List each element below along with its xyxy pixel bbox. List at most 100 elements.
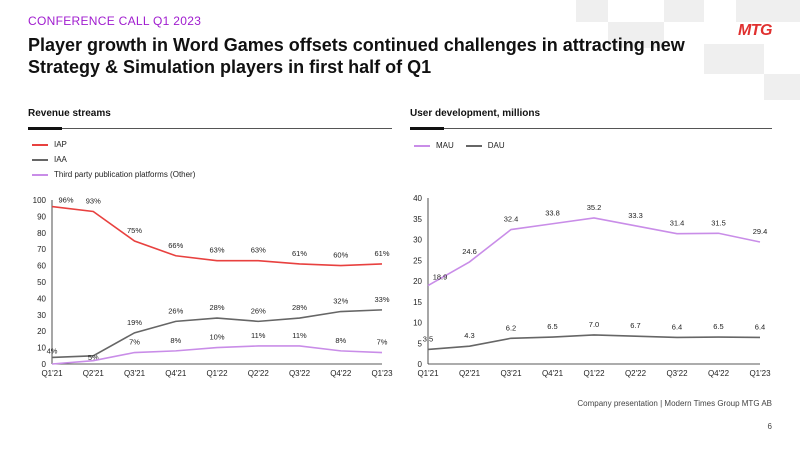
y-tick-label: 0 [418, 360, 423, 369]
right-panel-title: User development, millions [410, 108, 541, 119]
data-label: 33.8 [545, 209, 560, 218]
data-label: 6.5 [713, 322, 723, 331]
y-tick-label: 0 [42, 360, 47, 369]
y-tick-label: 100 [33, 196, 47, 205]
data-label: 31.5 [711, 218, 726, 227]
data-label: 6.2 [506, 323, 516, 332]
data-label: 66% [168, 241, 183, 250]
data-label: 8% [170, 336, 181, 345]
data-label: 29.4 [753, 227, 768, 236]
data-label: 33% [374, 295, 389, 304]
y-tick-label: 90 [37, 212, 46, 221]
data-label: 18.9 [433, 273, 448, 282]
y-tick-label: 60 [37, 262, 46, 271]
decor-block [608, 22, 664, 48]
legend-label-iaa: IAA [54, 155, 67, 164]
legend-item-mau: MAU [414, 141, 454, 150]
right-panel-rule [410, 128, 772, 129]
x-tick-label: Q1'21 [417, 369, 439, 378]
iap-swatch [32, 143, 48, 146]
data-label: 60% [333, 251, 348, 260]
y-tick-label: 40 [37, 294, 46, 303]
page-title: Player growth in Word Games offsets cont… [28, 35, 685, 77]
revenue-legend: IAP IAA Third party publication platform… [32, 140, 195, 185]
decor-block [664, 0, 704, 22]
decor-block [576, 0, 608, 22]
x-tick-label: Q2'21 [83, 369, 105, 378]
left-panel-rule-accent [28, 127, 62, 130]
data-label: 28% [209, 303, 224, 312]
data-label: 7% [377, 338, 388, 347]
legend-label-dau: DAU [487, 141, 505, 150]
other-swatch [32, 173, 48, 176]
y-tick-label: 20 [413, 277, 422, 286]
y-tick-label: 35 [413, 215, 422, 224]
conference-kicker: CONFERENCE CALL Q1 2023 [28, 14, 202, 28]
data-label: 63% [209, 246, 224, 255]
right-panel-rule-accent [410, 127, 444, 130]
left-panel-title: Revenue streams [28, 108, 111, 119]
data-label: 10% [209, 333, 224, 342]
y-tick-label: 80 [37, 229, 46, 238]
legend-item-dau: DAU [465, 141, 505, 150]
x-tick-label: Q3'21 [124, 369, 146, 378]
x-tick-label: Q4'21 [165, 369, 187, 378]
data-label: 7% [129, 338, 140, 347]
x-tick-label: Q3'22 [666, 369, 688, 378]
x-tick-label: Q1'23 [749, 369, 771, 378]
data-label: 61% [292, 249, 307, 258]
series-line-iaa [51, 309, 383, 359]
y-tick-label: 25 [413, 256, 422, 265]
data-label: 61% [374, 249, 389, 258]
data-label: 24.6 [462, 247, 477, 256]
data-label: 28% [292, 303, 307, 312]
data-label: 32.4 [504, 215, 519, 224]
mau-swatch [414, 144, 430, 147]
decor-block [704, 44, 764, 74]
data-label: 11% [292, 331, 307, 340]
data-label: 7.0 [589, 320, 599, 329]
decor-block [736, 0, 800, 22]
x-tick-label: Q2'21 [459, 369, 481, 378]
data-label: 96% [58, 196, 73, 205]
series-line-dau [427, 334, 761, 351]
x-tick-label: Q1'22 [583, 369, 605, 378]
y-tick-label: 15 [413, 298, 422, 307]
x-tick-label: Q2'22 [248, 369, 270, 378]
y-tick-label: 40 [413, 194, 422, 203]
x-tick-label: Q3'21 [500, 369, 522, 378]
legend-item-other: Third party publication platforms (Other… [32, 170, 195, 179]
y-tick-label: 20 [37, 327, 46, 336]
x-tick-label: Q2'22 [625, 369, 647, 378]
decor-block [764, 74, 800, 100]
data-label: 26% [168, 306, 183, 315]
y-tick-label: 50 [37, 278, 46, 287]
x-tick-label: Q1'22 [206, 369, 228, 378]
page-number: 6 [767, 422, 772, 431]
legend-label-other: Third party publication platforms (Other… [54, 170, 196, 179]
footer-text: Company presentation | Modern Times Grou… [577, 399, 772, 408]
data-label: 3.5 [423, 334, 433, 343]
user-legend: MAU DAU [414, 141, 517, 150]
y-tick-label: 5 [418, 339, 423, 348]
data-label: 33.3 [628, 211, 643, 220]
y-tick-label: 10 [37, 344, 46, 353]
data-label: 35.2 [587, 203, 602, 212]
data-label: 8% [335, 336, 346, 345]
data-label: 19% [127, 318, 142, 327]
y-tick-label: 30 [37, 311, 46, 320]
series-line-third [51, 345, 383, 365]
data-label: 11% [251, 331, 266, 340]
x-tick-label: Q1'23 [371, 369, 393, 378]
data-label: 6.7 [630, 321, 640, 330]
data-label: 6.4 [755, 322, 765, 331]
x-tick-label: Q1'21 [41, 369, 63, 378]
data-label: 63% [251, 246, 266, 255]
data-label: 4% [47, 346, 58, 355]
data-label: 6.5 [547, 322, 557, 331]
data-label: 32% [333, 297, 348, 306]
y-tick-label: 30 [413, 236, 422, 245]
y-tick-label: 70 [37, 245, 46, 254]
